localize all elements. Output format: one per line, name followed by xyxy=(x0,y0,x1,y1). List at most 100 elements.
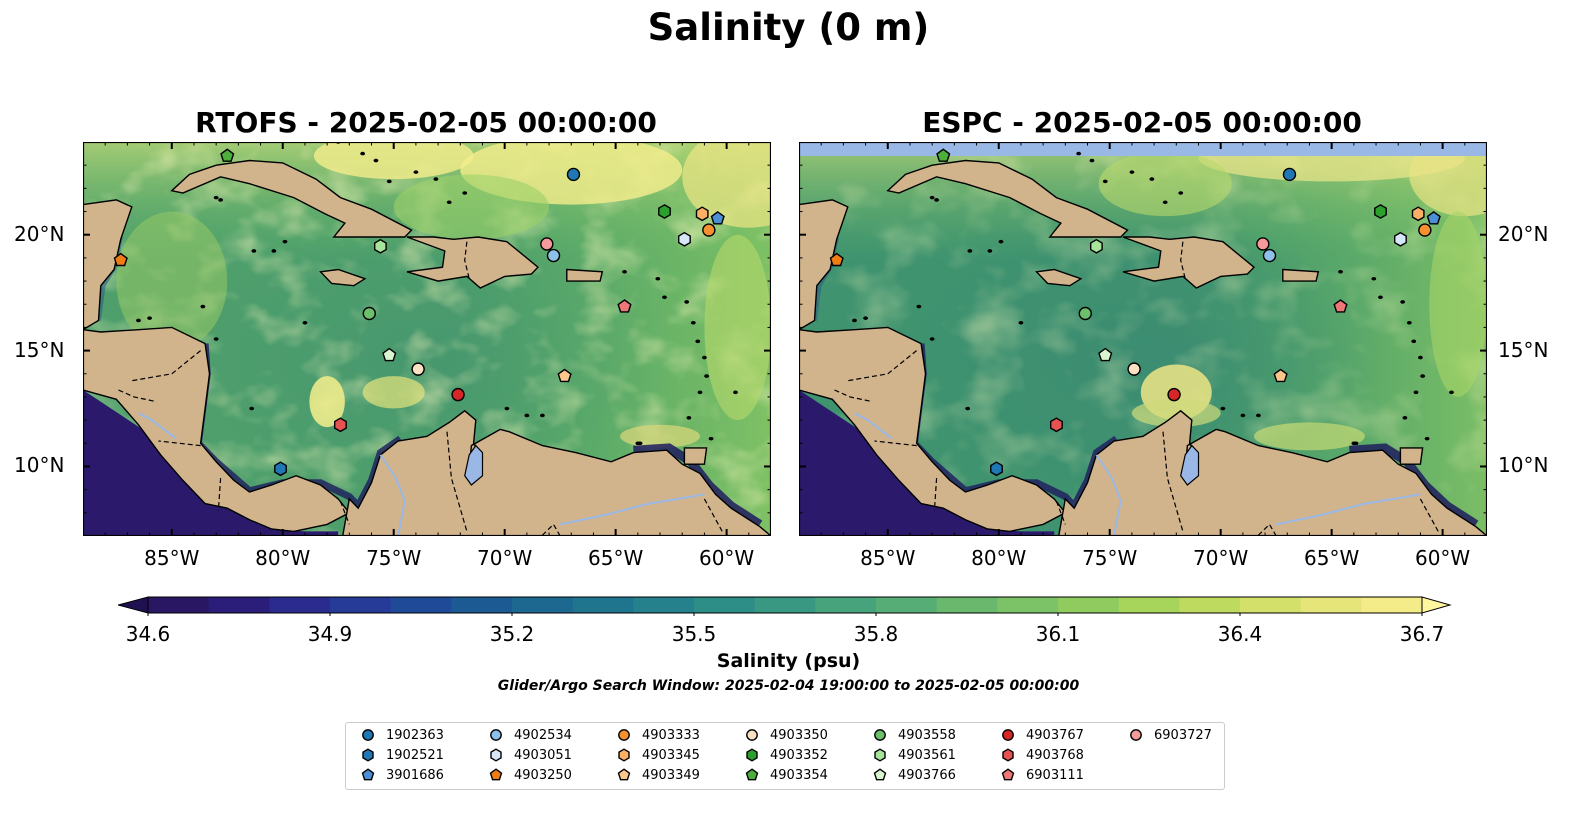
float-4903051 xyxy=(678,231,691,247)
float-4903766 xyxy=(1098,347,1113,362)
no-data-band xyxy=(799,142,1487,156)
colorbar-tick-label: 35.5 xyxy=(671,622,717,646)
legend-label: 4903352 xyxy=(770,747,828,763)
colorbar-tick-label: 34.9 xyxy=(307,622,353,646)
legend-label: 6903727 xyxy=(1154,727,1212,743)
lat-tick-label-right: 15°N xyxy=(1498,337,1549,362)
lon-tick-label: 65°W xyxy=(588,546,644,570)
lat-tick-label-right: 20°N xyxy=(1498,221,1549,246)
lon-tick-label: 70°W xyxy=(1193,546,1249,570)
legend-marker-4903354 xyxy=(745,768,759,781)
lon-tick-label: 80°W xyxy=(971,546,1027,570)
legend-item: 6903111 xyxy=(1000,766,1084,784)
legend-marker-1902363 xyxy=(362,729,374,741)
land-southAmerica xyxy=(341,409,771,536)
land-jamaica xyxy=(319,268,367,287)
legend-item: 6903727 xyxy=(1128,726,1212,744)
legend-marker-4903767 xyxy=(1002,729,1014,741)
lon-tick-label: 60°W xyxy=(1414,546,1471,570)
float-4903345 xyxy=(695,206,709,222)
legend-label: 3901686 xyxy=(386,767,444,783)
float-4903349 xyxy=(557,368,572,383)
colorbar-tick-label: 34.6 xyxy=(125,622,171,646)
legend-item: 1902363 xyxy=(360,726,444,744)
colorbar-tick-label: 36.4 xyxy=(1217,622,1263,646)
float-4903352 xyxy=(1374,204,1387,219)
float-4903768 xyxy=(333,417,347,433)
search-window-label: Glider/Argo Search Window: 2025-02-04 19… xyxy=(497,678,1080,694)
legend-marker-4903345 xyxy=(618,748,630,762)
float-4903349 xyxy=(1273,368,1288,383)
lon-tick-label: 85°W xyxy=(860,546,916,570)
legend-item: 4902534 xyxy=(488,726,572,744)
colorbar-tick-label: 35.2 xyxy=(489,622,535,646)
figure-title: Salinity (0 m) xyxy=(647,6,930,49)
lon-tick-label: 70°W xyxy=(477,546,533,570)
lat-tick-label-left: 10°N xyxy=(14,453,65,478)
land-central xyxy=(83,326,351,533)
float-4903354 xyxy=(936,148,951,162)
lon-tick-label: 85°W xyxy=(144,546,200,570)
legend-label: 4903561 xyxy=(898,747,956,763)
legend-label: 4903558 xyxy=(898,727,956,743)
colorbar-tick-label: 35.8 xyxy=(853,622,899,646)
float-4903352 xyxy=(658,204,671,219)
espc-map xyxy=(799,142,1487,536)
salinity-colorbar xyxy=(118,596,1452,616)
legend-label: 4903349 xyxy=(642,767,700,783)
lon-tick-label: 75°W xyxy=(366,546,422,570)
legend-item: 4903767 xyxy=(1000,726,1084,744)
float-6903111 xyxy=(617,299,632,313)
legend-label: 1902521 xyxy=(386,747,444,763)
legend-item: 4903558 xyxy=(872,726,956,744)
legend-label: 4903766 xyxy=(898,767,956,783)
legend-label: 6903111 xyxy=(1026,767,1084,783)
land-puertorico xyxy=(1282,268,1320,282)
legend-item: 4903345 xyxy=(616,746,700,764)
legend-item: 1902521 xyxy=(360,746,444,764)
float-4903250 xyxy=(829,252,844,267)
lon-tick-label: 65°W xyxy=(1304,546,1360,570)
legend-label: 1902363 xyxy=(386,727,444,743)
lon-tick-label: 60°W xyxy=(698,546,755,570)
colorbar-extend-low xyxy=(118,596,149,614)
legend-label: 4903768 xyxy=(1026,747,1084,763)
float-4903768 xyxy=(1049,417,1063,433)
float-1902363 xyxy=(1282,167,1297,182)
land-hispaniola xyxy=(406,236,540,289)
legend-label: 4903354 xyxy=(770,767,828,783)
float-4903767 xyxy=(1167,387,1181,402)
float-4903250 xyxy=(113,252,128,267)
lon-tick-label: 75°W xyxy=(1082,546,1138,570)
legend-marker-4903250 xyxy=(489,768,503,781)
rtofs-map xyxy=(83,142,771,536)
lat-tick-label-left: 15°N xyxy=(14,337,65,362)
legend-item: 4903352 xyxy=(744,746,828,764)
land-puertorico xyxy=(566,268,604,282)
legend-item: 4903561 xyxy=(872,746,956,764)
legend-marker-4903766 xyxy=(873,768,887,781)
float-legend: 1902363 1902521 3901686 4902534 4903051 49032… xyxy=(345,722,1225,790)
legend-item: 4903354 xyxy=(744,766,828,784)
legend-marker-4902534 xyxy=(490,729,502,741)
legend-marker-4903561 xyxy=(874,748,886,762)
land-northAmerica xyxy=(799,142,849,331)
land-southAmerica xyxy=(1057,409,1487,536)
float-4903767 xyxy=(451,387,465,402)
legend-marker-1902521 xyxy=(362,748,374,762)
legend-marker-4903768 xyxy=(1002,748,1014,762)
float-4903333 xyxy=(702,223,716,237)
float-1902521 xyxy=(990,461,1003,477)
legend-label: 4903345 xyxy=(642,747,700,763)
legend-marker-3901686 xyxy=(361,768,375,781)
legend-label: 4903051 xyxy=(514,747,572,763)
legend-label: 4903350 xyxy=(770,727,828,743)
float-4902534 xyxy=(546,248,561,263)
float-4903333 xyxy=(1418,223,1432,237)
float-4903345 xyxy=(1411,206,1425,222)
legend-item: 4903250 xyxy=(488,766,572,784)
legend-marker-4903350 xyxy=(746,729,758,741)
float-4903766 xyxy=(382,347,397,362)
float-6903727 xyxy=(540,237,554,251)
land-cuba xyxy=(886,159,1129,238)
